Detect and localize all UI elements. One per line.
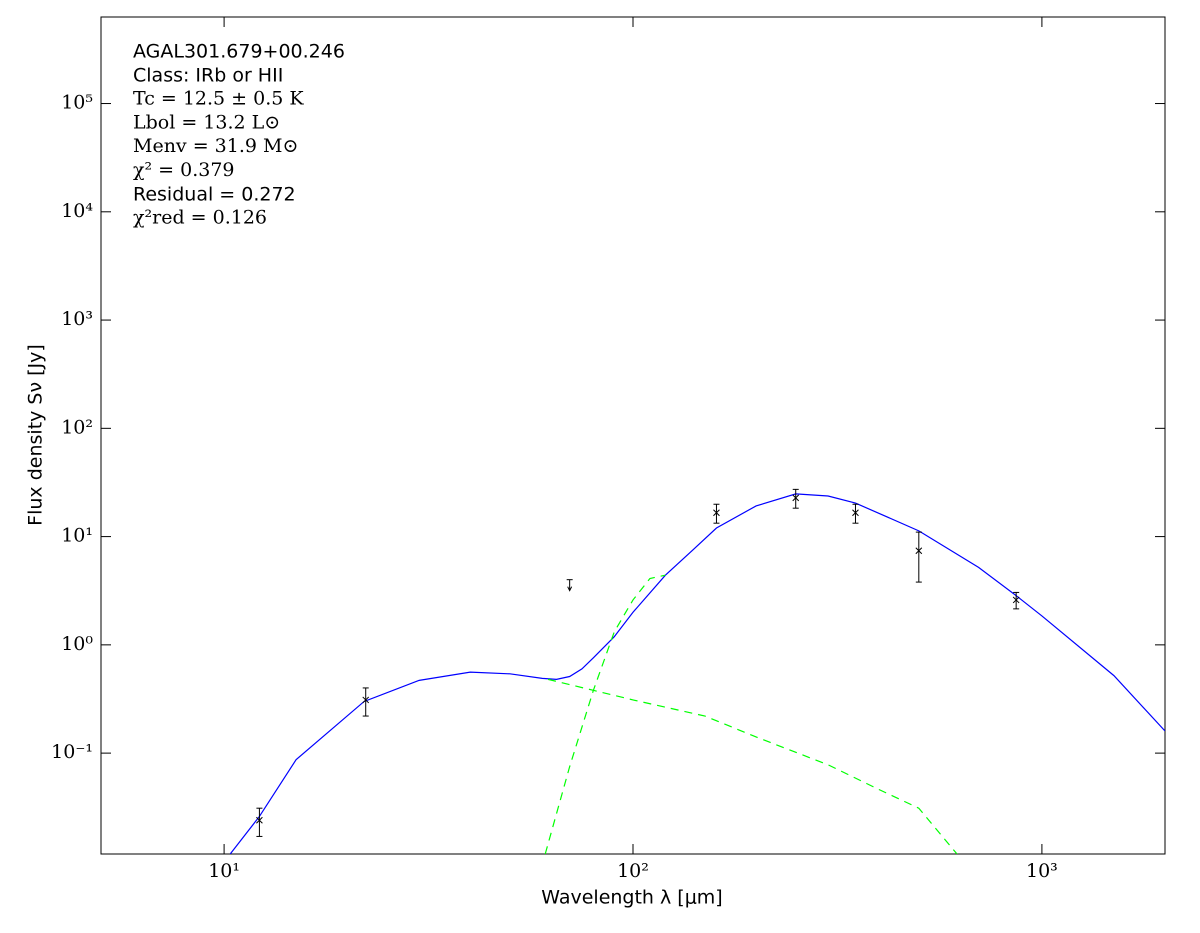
x-tick-label: 10³ (1026, 860, 1058, 882)
y-tick-label: 10⁰ (61, 633, 93, 655)
marker (256, 816, 263, 824)
x-tick-label: 10² (617, 860, 649, 882)
annotation: χ²red = 0.126 (133, 207, 267, 229)
model-curve (229, 493, 1165, 854)
marker (915, 547, 923, 555)
annotation: AGAL301.679+00.246 (133, 41, 345, 63)
y-tick-label: 10² (61, 416, 93, 438)
y-tick-label: 10⁵ (61, 92, 93, 114)
marker (713, 509, 720, 517)
annotation: Lbol = 13.2 L⊙ (133, 111, 280, 133)
y-tick-label: 10⁴ (61, 200, 93, 222)
y-tick-label: 10¹ (61, 525, 93, 547)
plot-area (229, 493, 1165, 854)
marker (1012, 596, 1020, 604)
component-curve (544, 574, 666, 854)
annotation: Class: IRb or HII (133, 64, 283, 86)
marker (852, 509, 859, 517)
annotation: Residual = 0.272 (133, 183, 296, 205)
x-axis-label: Wavelength λ [μm] (541, 887, 722, 909)
y-tick-label: 10⁻¹ (51, 741, 93, 763)
y-axis-label: Flux density Sν [Jy] (25, 344, 47, 526)
marker (362, 696, 370, 704)
component-curve (547, 678, 958, 854)
marker (792, 494, 800, 502)
annotation: χ² = 0.379 (133, 159, 235, 181)
y-tick-label: 10³ (61, 308, 93, 330)
annotation: Tc = 12.5 ± 0.5 K (133, 88, 304, 110)
x-tick-label: 10¹ (208, 860, 240, 882)
upper-limit-arrow (567, 579, 573, 592)
annotation: Menv = 31.9 M⊙ (133, 135, 298, 157)
